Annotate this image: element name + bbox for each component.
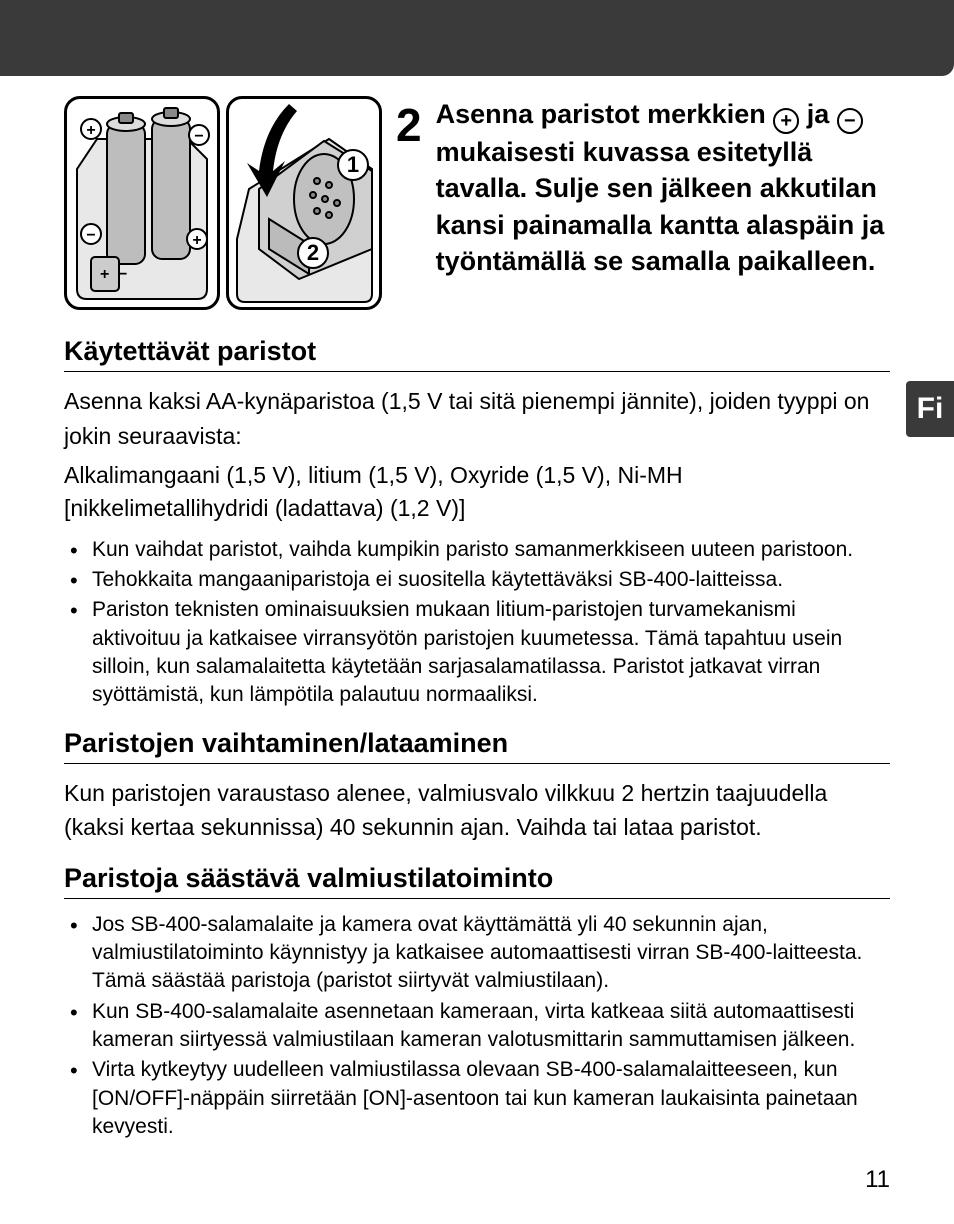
step-instruction: Asenna paristot merkkien ja mukaisesti k…: [436, 96, 890, 280]
minus-icon: [837, 108, 863, 134]
svg-text:−: −: [194, 128, 203, 145]
step-number: 2: [396, 102, 422, 148]
diagram-marker-1: 1: [337, 149, 369, 181]
svg-text:+: +: [100, 266, 109, 283]
svg-text:−: −: [86, 227, 95, 244]
language-tab: Fi: [906, 381, 954, 437]
section1-heading: Käytettävät paristot: [64, 336, 890, 372]
diagram-close-lid: 1 2: [226, 96, 382, 310]
section1-types: Alkalimangaani (1,5 V), litium (1,5 V), …: [64, 459, 890, 526]
diagram-battery-insert: + − + − − +: [64, 96, 220, 310]
page-number: 11: [64, 1166, 890, 1194]
svg-text:−: −: [118, 266, 127, 283]
section1-intro: Asenna kaksi AA-kynäparistoa (1,5 V tai …: [64, 384, 890, 453]
list-item: Jos SB-400-salamalaite ja kamera ovat kä…: [64, 911, 890, 996]
list-item: Tehokkaita mangaaniparistoja ei suositel…: [64, 566, 890, 594]
svg-text:+: +: [192, 232, 201, 249]
list-item: Pariston teknisten ominaisuuksien mukaan…: [64, 596, 890, 709]
plus-icon: [773, 108, 799, 134]
list-item: Kun vaihdat paristot, vaihda kumpikin pa…: [64, 536, 890, 564]
step-row: + − + − − +: [64, 96, 890, 310]
list-item: Virta kytkeytyy uudelleen valmiustilassa…: [64, 1056, 890, 1141]
step-text-3: mukaisesti kuvassa esitetyllä tavalla. S…: [436, 137, 885, 276]
section2-heading: Paristojen vaihtaminen/lataaminen: [64, 728, 890, 764]
step-text-2: ja: [799, 99, 837, 129]
section1-list: Kun vaihdat paristot, vaihda kumpikin pa…: [64, 536, 890, 710]
section3-heading: Paristoja säästävä valmiustilatoiminto: [64, 863, 890, 899]
step-text-1: Asenna paristot merkkien: [436, 99, 774, 129]
section3-list: Jos SB-400-salamalaite ja kamera ovat kä…: [64, 911, 890, 1142]
top-bar: [0, 0, 954, 76]
list-item: Kun SB-400-salamalaite asennetaan kamera…: [64, 998, 890, 1055]
page-content: Fi + −: [0, 76, 954, 1224]
diagram-marker-2: 2: [297, 237, 329, 269]
diagrams: + − + − − +: [64, 96, 382, 310]
svg-text:+: +: [86, 122, 95, 139]
section2-intro: Kun paristojen varaustaso alenee, valmiu…: [64, 776, 890, 845]
